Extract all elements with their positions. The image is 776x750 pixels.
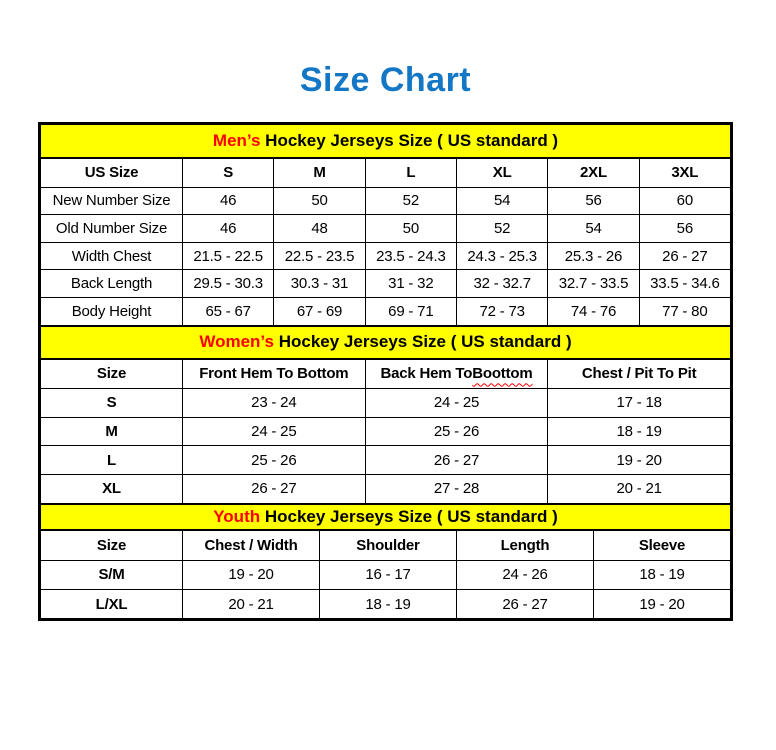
table-cell: 19 - 20 — [547, 445, 730, 474]
table-cell: 31 - 32 — [364, 269, 456, 297]
table-cell: 33.5 - 34.6 — [638, 269, 730, 297]
table-cell: 20 - 21 — [547, 473, 730, 503]
table-cell: 69 - 71 — [364, 296, 456, 325]
size-chart-table: Men’s Hockey Jerseys Size ( US standard … — [38, 122, 733, 622]
table-cell: 54 — [547, 214, 639, 242]
table-cell: 18 - 19 — [593, 559, 730, 590]
table-cell: 32 - 32.7 — [456, 269, 548, 297]
mens-section-accent: Men’s — [212, 131, 261, 150]
row-label: New Number Size — [41, 186, 182, 215]
table-cell: 54 — [456, 186, 548, 215]
mens-table-grid: US Size S M L XL 2XL 3XL New Number Size… — [41, 159, 730, 325]
table-cell: 24 - 25 — [182, 416, 365, 446]
row-label: Back Length — [41, 269, 182, 297]
table-cell: 20 - 21 — [182, 589, 319, 619]
table-cell: 26 - 27 — [456, 589, 593, 619]
mens-section-header: Men’s Hockey Jerseys Size ( US standard … — [41, 125, 730, 159]
table-cell: 19 - 20 — [182, 559, 319, 590]
table-cell: 24 - 26 — [456, 559, 593, 590]
row-label: S — [41, 388, 182, 417]
table-cell: 25.3 - 26 — [547, 241, 639, 270]
table-cell: 48 — [273, 214, 365, 242]
column-header: US Size — [84, 164, 139, 182]
table-cell: 25 - 26 — [182, 445, 365, 474]
table-cell: 26 - 27 — [364, 445, 548, 474]
table-cell: 74 - 76 — [547, 296, 639, 325]
table-cell: 60 — [638, 186, 730, 215]
row-label: S/M — [41, 559, 182, 589]
back-hem-misspelled-word: Boottom — [472, 365, 533, 383]
womens-section-title-rest: Hockey Jerseys Size ( US standard ) — [273, 332, 572, 352]
row-label: M — [41, 416, 182, 446]
row-label: Width Chest — [41, 241, 182, 270]
row-label: L/XL — [41, 589, 182, 618]
row-label: Body Height — [41, 296, 182, 325]
womens-table-grid: Size Front Hem To Bottom Back Hem To Boo… — [41, 359, 730, 503]
column-header-back-hem: Back Hem To Boottom — [364, 359, 548, 389]
table-cell: 77 - 80 — [638, 296, 730, 325]
table-cell: 50 — [364, 214, 456, 242]
column-header: Length — [456, 530, 593, 560]
row-label: Old Number Size — [41, 214, 182, 242]
row-label: L — [41, 445, 182, 474]
table-cell: 72 - 73 — [456, 296, 548, 325]
table-cell: 16 - 17 — [319, 559, 456, 590]
column-header: 2XL — [547, 159, 638, 187]
table-cell: 32.7 - 33.5 — [547, 269, 639, 297]
column-header: M — [273, 159, 364, 187]
table-cell: 50 — [273, 186, 365, 215]
back-hem-prefix: Back Hem To — [380, 365, 473, 383]
table-cell: 17 - 18 — [547, 388, 730, 417]
table-cell: 29.5 - 30.3 — [182, 269, 274, 297]
table-cell: 24 - 25 — [364, 388, 548, 417]
column-header: S — [182, 159, 273, 187]
table-cell: 23.5 - 24.3 — [364, 241, 456, 270]
youth-section-header: Youth Hockey Jerseys Size ( US standard … — [41, 502, 730, 531]
table-cell: 46 — [182, 186, 274, 215]
column-header: 3XL — [638, 159, 730, 187]
column-header: Chest / Pit To Pit — [547, 359, 730, 389]
column-header: Chest / Width — [182, 530, 319, 560]
table-cell: 25 - 26 — [364, 416, 548, 446]
table-cell: 52 — [456, 214, 548, 242]
table-cell: 18 - 19 — [319, 589, 456, 619]
table-cell: 56 — [638, 214, 730, 242]
table-cell: 67 - 69 — [273, 296, 365, 325]
table-cell: 56 — [547, 186, 639, 215]
table-cell: 22.5 - 23.5 — [273, 241, 365, 270]
womens-section-header: Women’s Hockey Jerseys Size ( US standar… — [41, 324, 730, 360]
table-cell: 24.3 - 25.3 — [456, 241, 548, 270]
table-cell: 23 - 24 — [182, 388, 365, 417]
table-cell: 19 - 20 — [593, 589, 730, 619]
column-header: Front Hem To Bottom — [182, 359, 365, 389]
table-cell: 46 — [182, 214, 274, 242]
column-header: XL — [456, 159, 547, 187]
row-label: XL — [41, 473, 182, 503]
page-title: Size Chart — [299, 61, 472, 99]
youth-section-title-rest: Hockey Jerseys Size ( US standard ) — [260, 506, 558, 526]
column-header: Size — [96, 536, 127, 554]
table-cell: 65 - 67 — [182, 296, 274, 325]
column-header: Shoulder — [319, 530, 456, 560]
mens-section-title-rest: Hockey Jerseys Size ( US standard ) — [260, 131, 559, 150]
table-cell: 21.5 - 22.5 — [182, 241, 274, 270]
column-header: Size — [96, 365, 127, 383]
table-cell: 30.3 - 31 — [273, 269, 365, 297]
table-cell: 27 - 28 — [364, 473, 548, 503]
column-header: Sleeve — [593, 530, 730, 560]
youth-section-accent: Youth — [213, 506, 261, 526]
column-header: L — [364, 159, 456, 187]
youth-table-grid: Size Chest / Width Shoulder Length Sleev… — [41, 530, 730, 619]
womens-section-accent: Women’s — [199, 332, 274, 352]
table-cell: 26 - 27 — [182, 473, 365, 503]
table-cell: 18 - 19 — [547, 416, 730, 446]
table-cell: 26 - 27 — [638, 241, 730, 270]
table-cell: 52 — [364, 186, 456, 215]
